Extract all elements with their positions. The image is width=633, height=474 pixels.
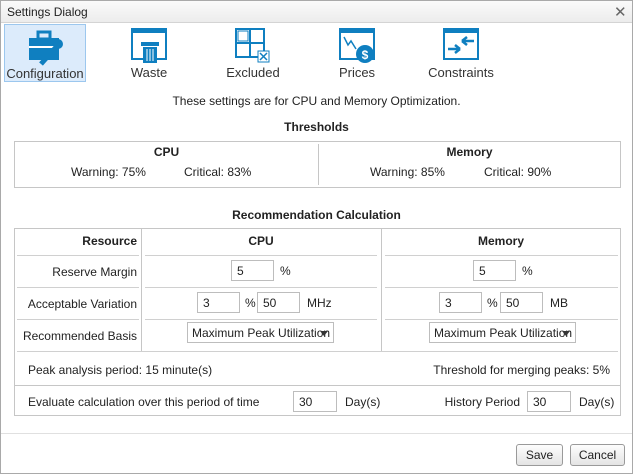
memory-threshold-title: Memory	[446, 145, 493, 159]
cancel-button[interactable]: Cancel	[570, 444, 625, 466]
cpu-variation-percent-input[interactable]: 3	[197, 292, 240, 313]
unit-label: %	[522, 264, 533, 278]
tab-prices[interactable]: $ Prices	[316, 24, 398, 82]
toolbox-wrench-icon	[29, 30, 63, 66]
dropdown-value: Maximum Peak Utilization	[434, 326, 573, 340]
cpu-warning: Warning: 75%	[71, 165, 146, 179]
history-period-label: History Period	[444, 395, 520, 409]
tab-label: Constraints	[428, 65, 494, 80]
peak-analysis-text: Peak analysis period: 15 minute(s)	[28, 363, 213, 377]
memory-variation-percent-input[interactable]: 3	[439, 292, 482, 313]
cpu-reserve-margin-input[interactable]: 5	[231, 260, 274, 281]
unit-label: MB	[550, 296, 568, 310]
recommendation-heading: Recommendation Calculation	[232, 208, 401, 222]
dialog-title: Settings Dialog	[7, 5, 88, 19]
svg-text:$: $	[362, 48, 369, 62]
merge-threshold-text: Threshold for merging peaks: 5%	[433, 363, 610, 377]
trash-window-icon	[131, 28, 167, 63]
memory-variation-mb-input[interactable]: 50	[500, 292, 543, 313]
tab-label: Configuration	[6, 66, 84, 81]
evaluate-period-input[interactable]: 30	[293, 391, 337, 412]
tab-label: Excluded	[226, 65, 280, 80]
thresholds-panel: CPU Warning: 75% Critical: 83% Memory Wa…	[14, 141, 621, 188]
title-bar: Settings Dialog ✕	[1, 1, 632, 23]
tab-waste[interactable]: Waste	[108, 24, 190, 82]
memory-critical: Critical: 90%	[484, 165, 552, 179]
cpu-critical: Critical: 83%	[184, 165, 252, 179]
tab-constraints[interactable]: Constraints	[420, 24, 502, 82]
cpu-variation-mhz-input[interactable]: 50	[257, 292, 300, 313]
unit-label: Day(s)	[345, 395, 381, 409]
cpu-threshold-title: CPU	[153, 145, 180, 159]
reserve-margin-label: Reserve Margin	[52, 265, 137, 279]
constraints-arrows-icon	[443, 28, 479, 60]
memory-basis-dropdown[interactable]: Maximum Peak Utilization	[429, 322, 576, 343]
excluded-grid-icon	[235, 28, 270, 63]
price-chart-icon: $	[339, 28, 375, 63]
thresholds-heading: Thresholds	[284, 120, 349, 134]
tab-excluded[interactable]: Excluded	[212, 24, 294, 82]
dropdown-value: Maximum Peak Utilization	[192, 326, 331, 340]
unit-label: Day(s)	[579, 395, 615, 409]
tab-configuration[interactable]: Configuration	[4, 24, 86, 82]
memory-header: Memory	[477, 234, 524, 248]
unit-label: %	[245, 296, 256, 310]
unit-label: MHz	[307, 296, 332, 310]
tab-label: Waste	[130, 65, 168, 80]
history-period-input[interactable]: 30	[527, 391, 571, 412]
recommendation-panel: Resource CPU Memory Reserve Margin 5 % 5…	[14, 228, 621, 416]
chevron-down-icon	[562, 331, 570, 336]
memory-warning: Warning: 85%	[370, 165, 445, 179]
memory-reserve-margin-input[interactable]: 5	[473, 260, 516, 281]
recommended-basis-label: Recommended Basis	[22, 329, 137, 343]
tab-label: Prices	[338, 65, 376, 80]
unit-label: %	[487, 296, 498, 310]
unit-label: %	[280, 264, 291, 278]
cpu-basis-dropdown[interactable]: Maximum Peak Utilization	[187, 322, 334, 343]
cpu-header: CPU	[248, 234, 274, 248]
chevron-down-icon	[320, 331, 328, 336]
description-text: These settings are for CPU and Memory Op…	[172, 94, 461, 108]
evaluate-period-label: Evaluate calculation over this period of…	[28, 395, 260, 409]
acceptable-variation-label: Acceptable Variation	[27, 297, 137, 311]
close-icon[interactable]: ✕	[614, 4, 627, 21]
save-button[interactable]: Save	[516, 444, 563, 466]
resource-header: Resource	[82, 234, 137, 248]
footer-divider	[1, 433, 632, 434]
